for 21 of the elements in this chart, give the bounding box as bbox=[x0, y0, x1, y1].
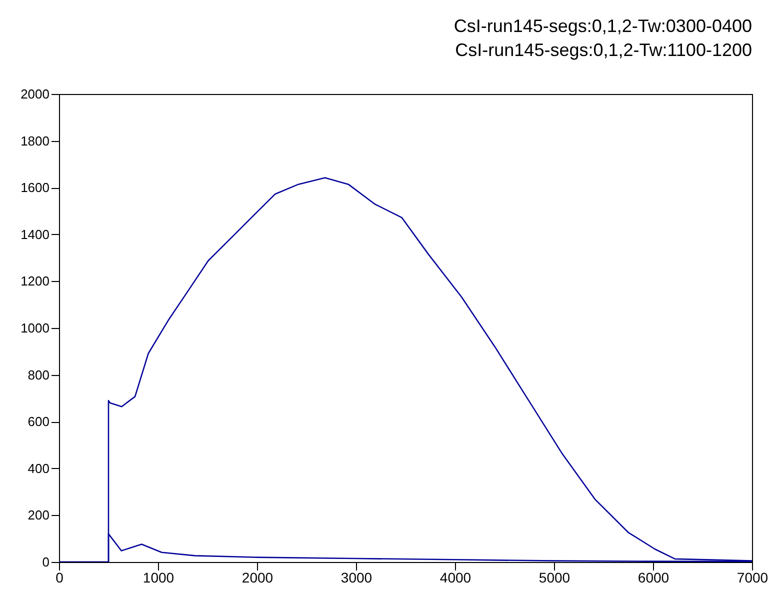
y-tick-label: 1400 bbox=[20, 226, 50, 242]
y-tick-label: 200 bbox=[28, 508, 50, 523]
y-tick-label: 2000 bbox=[20, 86, 50, 102]
x-tick-label: 7000 bbox=[736, 570, 768, 586]
x-tick-label: 0 bbox=[56, 570, 64, 586]
y-tick-label: 400 bbox=[28, 460, 50, 476]
x-tick-label: 4000 bbox=[440, 570, 472, 586]
x-tick-label: 5000 bbox=[538, 570, 570, 586]
y-tick-label: 1600 bbox=[20, 180, 50, 196]
y-tick-label: 1200 bbox=[20, 274, 50, 289]
chart-title: CsI-run145-segs:0,1,2-Tw:0300-0400 bbox=[454, 16, 752, 36]
y-tick-label: 1000 bbox=[20, 320, 50, 336]
chart-subtitle: CsI-run145-segs:0,1,2-Tw:1100-1200 bbox=[455, 40, 752, 60]
x-tick-label: 6000 bbox=[638, 570, 670, 586]
x-tick-label: 2000 bbox=[242, 570, 274, 586]
y-tick-label: 600 bbox=[28, 414, 50, 430]
y-tick-label: 1800 bbox=[20, 133, 50, 148]
y-tick-label: 0 bbox=[42, 554, 50, 570]
x-tick-label: 1000 bbox=[142, 570, 174, 586]
y-tick-label: 800 bbox=[28, 367, 50, 382]
x-tick-label: 3000 bbox=[340, 570, 372, 586]
